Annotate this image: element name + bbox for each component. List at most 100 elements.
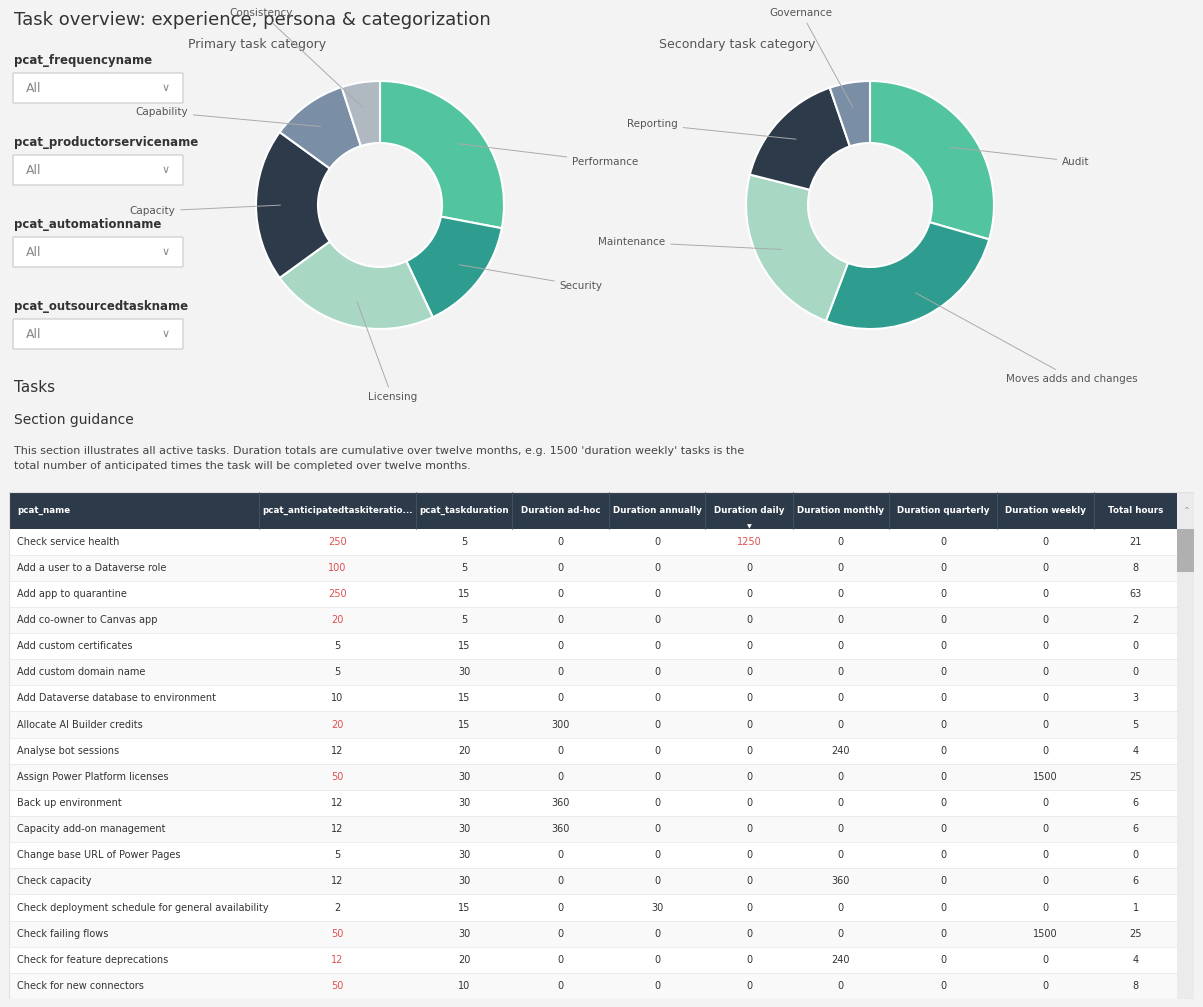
Text: 0: 0 [654,668,660,678]
Text: 0: 0 [1042,694,1049,704]
Text: Analyse bot sessions: Analyse bot sessions [17,745,119,755]
Text: 0: 0 [557,641,564,652]
Text: 12: 12 [331,798,344,808]
Text: pcat_anticipatedtaskiteratio...: pcat_anticipatedtaskiteratio... [262,506,413,515]
Bar [8,712,1178,737]
Wedge shape [342,81,380,146]
Text: Check service health: Check service health [17,537,119,547]
Text: 0: 0 [654,694,660,704]
Text: 0: 0 [654,537,660,547]
Text: ▼: ▼ [747,525,752,530]
Text: 360: 360 [551,798,570,808]
Text: Check failing flows: Check failing flows [17,928,108,939]
Text: 1: 1 [1132,902,1138,912]
Text: 0: 0 [654,928,660,939]
Text: Check for feature deprecations: Check for feature deprecations [17,955,168,965]
Text: 0: 0 [557,876,564,886]
Bar [8,686,1178,712]
Text: Duration daily: Duration daily [713,506,784,515]
Text: Consistency: Consistency [230,8,363,108]
Text: 0: 0 [557,537,564,547]
Text: Security: Security [460,265,603,291]
Text: 0: 0 [940,537,947,547]
Text: Licensing: Licensing [357,301,417,402]
Text: 0: 0 [940,720,947,729]
Text: 5: 5 [334,668,340,678]
Text: 0: 0 [940,798,947,808]
Text: 0: 0 [746,589,752,599]
Text: 0: 0 [746,641,752,652]
Wedge shape [749,88,849,189]
Text: 15: 15 [458,589,470,599]
Text: 0: 0 [746,563,752,573]
Wedge shape [256,132,330,278]
Bar [8,492,259,529]
Text: 0: 0 [557,615,564,625]
Text: 0: 0 [557,850,564,860]
Text: 3: 3 [1132,694,1138,704]
Text: 0: 0 [1042,981,1049,991]
Text: 30: 30 [458,668,470,678]
Text: Capacity add-on management: Capacity add-on management [17,824,166,834]
Text: 0: 0 [746,615,752,625]
Text: 0: 0 [746,955,752,965]
Text: 0: 0 [1132,850,1138,860]
Text: Moves adds and changes: Moves adds and changes [915,293,1138,384]
Text: 0: 0 [837,589,843,599]
Text: 20: 20 [458,955,470,965]
Text: Allocate AI Builder credits: Allocate AI Builder credits [17,720,143,729]
Text: Duration ad-hoc: Duration ad-hoc [521,506,600,515]
Text: 50: 50 [331,928,344,939]
Text: 0: 0 [746,798,752,808]
Text: 0: 0 [557,745,564,755]
Text: 0: 0 [837,563,843,573]
Text: 0: 0 [1042,668,1049,678]
Bar [1178,492,1195,999]
Text: 0: 0 [940,563,947,573]
Bar [259,492,416,529]
Text: 0: 0 [940,641,947,652]
Bar [8,816,1178,842]
Text: Tasks: Tasks [14,381,55,396]
Text: 360: 360 [551,824,570,834]
Text: 0: 0 [746,745,752,755]
Text: Maintenance: Maintenance [598,238,782,250]
Text: 0: 0 [940,955,947,965]
Text: 1500: 1500 [1033,928,1057,939]
Text: 0: 0 [654,850,660,860]
Bar [793,492,889,529]
Text: 20: 20 [331,720,344,729]
Text: 240: 240 [831,955,851,965]
Text: Check for new connectors: Check for new connectors [17,981,144,991]
Text: 0: 0 [837,902,843,912]
Text: 0: 0 [654,563,660,573]
Text: 2: 2 [334,902,340,912]
Text: 8: 8 [1132,563,1138,573]
Text: 0: 0 [837,720,843,729]
Bar [8,868,1178,894]
Text: 0: 0 [557,928,564,939]
Text: 50: 50 [331,771,344,781]
Text: 20: 20 [331,615,344,625]
Text: 0: 0 [557,981,564,991]
Text: 30: 30 [458,876,470,886]
Text: 0: 0 [1042,641,1049,652]
Text: 6: 6 [1132,876,1138,886]
Text: 0: 0 [1132,641,1138,652]
Text: 0: 0 [1042,824,1049,834]
Text: 0: 0 [654,641,660,652]
Text: 0: 0 [837,824,843,834]
Wedge shape [826,223,989,329]
Text: 1250: 1250 [736,537,761,547]
Text: 240: 240 [831,745,851,755]
Text: Add app to quarantine: Add app to quarantine [17,589,128,599]
Text: Duration weekly: Duration weekly [1005,506,1086,515]
Text: 5: 5 [334,641,340,652]
Text: 2: 2 [1132,615,1139,625]
Bar [705,492,793,529]
Text: 12: 12 [331,824,344,834]
Text: ∨: ∨ [162,83,170,93]
Text: 0: 0 [557,589,564,599]
Text: 0: 0 [746,668,752,678]
Text: 30: 30 [458,824,470,834]
